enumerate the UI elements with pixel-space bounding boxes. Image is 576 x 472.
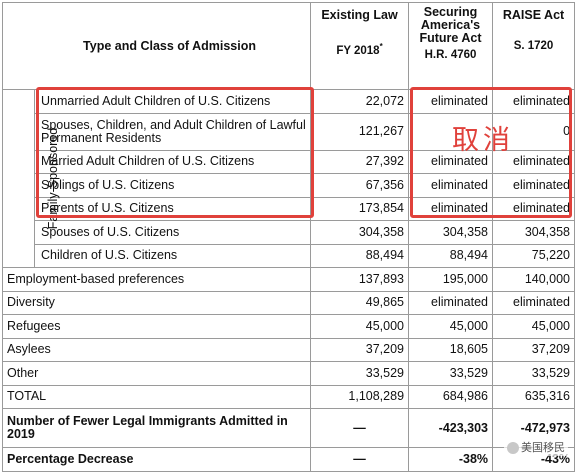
cell-raise: 45,000 [492, 314, 576, 339]
cell-existing: — [310, 408, 410, 448]
row-label: Employment-based preferences [1, 267, 312, 292]
annotation-cancel-label: 取消 [452, 125, 514, 156]
cell-existing: 22,072 [310, 89, 410, 114]
cell-existing: 137,893 [310, 267, 410, 292]
cell-securing: 304,358 [408, 220, 494, 245]
cell-raise: 635,316 [492, 384, 576, 409]
fewer-immigrants-row: Number of Fewer Legal Immigrants Admitte… [1, 408, 576, 448]
cell-existing: 88,494 [310, 243, 410, 268]
row-label: Number of Fewer Legal Immigrants Admitte… [1, 408, 312, 448]
cell-raise: 75,220 [492, 243, 576, 268]
footnote-mark: * [379, 42, 383, 51]
row-label: Children of U.S. Citizens [33, 243, 312, 268]
table-row: Spouses of U.S. Citizens 304,358 304,358… [3, 220, 576, 245]
header-type-class: Type and Class of Admission [1, 2, 312, 90]
header-existing-law: Existing Law FY 2018* [310, 2, 410, 90]
total-row: TOTAL 1,108,289 684,986 635,316 [1, 384, 576, 409]
cell-securing: eliminated [408, 173, 494, 198]
row-label: Other [1, 361, 312, 386]
cell-raise: 140,000 [492, 267, 576, 292]
cell-raise: 0 [492, 112, 576, 151]
cell-securing: eliminated [408, 196, 494, 221]
table-row: Family-Sponsored Unmarried Adult Childre… [2, 89, 576, 268]
header-raise-act: RAISE Act S. 1720 [492, 2, 576, 90]
cell-raise: 33,529 [492, 361, 576, 386]
row-label: Parents of U.S. Citizens [33, 196, 312, 221]
cell-existing: 37,209 [310, 337, 410, 362]
table-row: Children of U.S. Citizens 88,494 88,494 … [3, 243, 576, 268]
cell-existing: 121,267 [310, 112, 410, 151]
table-row: Asylees 37,209 18,605 37,209 [1, 337, 576, 362]
cell-existing: 1,108,289 [310, 384, 410, 409]
cell-securing: eliminated [408, 290, 494, 315]
table-row: Diversity 49,865 eliminated eliminated [1, 290, 576, 315]
cell-raise: eliminated [492, 173, 576, 198]
cell-securing: 33,529 [408, 361, 494, 386]
group-label-family: Family-Sponsored [2, 89, 60, 268]
cell-existing: 27,392 [310, 149, 410, 174]
cell-raise: eliminated [492, 290, 576, 315]
cell-existing: 67,356 [310, 173, 410, 198]
cell-existing: 33,529 [310, 361, 410, 386]
header-row: Type and Class of Admission Existing Law… [1, 2, 576, 90]
cell-existing: 45,000 [310, 314, 410, 339]
cell-securing [408, 112, 494, 151]
cell-raise: eliminated [492, 89, 576, 114]
row-label: Spouses of U.S. Citizens [33, 220, 312, 245]
cell-existing: — [310, 447, 410, 472]
row-label: Asylees [1, 337, 312, 362]
header-securing-act: Securing America's Future Act H.R. 4760 [408, 2, 494, 90]
cell-raise: 304,358 [492, 220, 576, 245]
header-securing-sub: H.R. 4760 [424, 49, 477, 61]
row-label: Siblings of U.S. Citizens [33, 173, 312, 198]
cell-securing: eliminated [408, 149, 494, 174]
cell-securing: 45,000 [408, 314, 494, 339]
watermark: 美国移民 [504, 438, 568, 456]
table-row: Other 33,529 33,529 33,529 [1, 361, 576, 386]
table-row: Siblings of U.S. Citizens 67,356 elimina… [3, 173, 576, 198]
cell-securing: 684,986 [408, 384, 494, 409]
row-label: Diversity [1, 290, 312, 315]
table-row: Married Adult Children of U.S. Citizens … [3, 149, 576, 174]
row-label: Percentage Decrease [1, 447, 312, 472]
row-label: Spouses, Children, and Adult Children of… [33, 112, 312, 151]
header-raise-sub: S. 1720 [513, 40, 554, 52]
cell-securing: eliminated [408, 89, 494, 114]
cell-securing: -38% [408, 447, 494, 472]
cell-raise: eliminated [492, 196, 576, 221]
row-label: TOTAL [1, 384, 312, 409]
row-label: Unmarried Adult Children of U.S. Citizen… [33, 89, 312, 114]
table-row: Employment-based preferences 137,893 195… [1, 267, 576, 292]
cell-raise: 37,209 [492, 337, 576, 362]
cell-existing: 173,854 [310, 196, 410, 221]
cell-securing: -423,303 [408, 408, 494, 448]
percentage-decrease-row: Percentage Decrease — -38% -43% [1, 447, 576, 472]
table-row: Spouses, Children, and Adult Children of… [3, 112, 576, 151]
cell-raise: eliminated [492, 149, 576, 174]
cell-securing: 18,605 [408, 337, 494, 362]
header-existing-law-sub: FY 2018 [336, 44, 380, 57]
cell-securing: 88,494 [408, 243, 494, 268]
table-row: Parents of U.S. Citizens 173,854 elimina… [3, 196, 576, 221]
cell-existing: 49,865 [310, 290, 410, 315]
cell-securing: 195,000 [408, 267, 494, 292]
row-label: Refugees [1, 314, 312, 339]
cell-existing: 304,358 [310, 220, 410, 245]
row-label: Married Adult Children of U.S. Citizens [33, 149, 312, 174]
wechat-icon [507, 442, 519, 454]
table-row: Refugees 45,000 45,000 45,000 [1, 314, 576, 339]
